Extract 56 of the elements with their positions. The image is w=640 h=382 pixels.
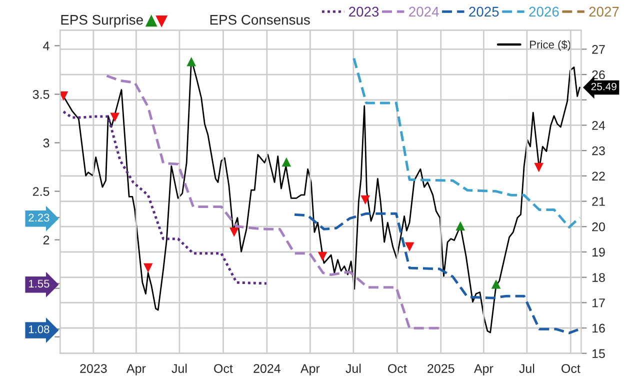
- point: [360, 195, 370, 205]
- y-tick-label: 2: [43, 236, 50, 244]
- line-series: [352, 57, 581, 228]
- point: [404, 242, 414, 252]
- point: [318, 252, 328, 262]
- point: [229, 228, 239, 237]
- x-tick-label: Oct: [562, 364, 580, 373]
- x-tick-label: 2025: [428, 364, 454, 373]
- x-tick-label: 2023: [80, 364, 107, 373]
- y2-tick-label: 27: [592, 44, 605, 54]
- y2-tick-label: 15: [592, 349, 605, 358]
- point: [60, 91, 68, 101]
- text: EPS Surprise: [61, 14, 143, 28]
- line-series: [293, 212, 581, 334]
- x-tick-label: Apr: [300, 364, 320, 376]
- legend-label: Price ($): [530, 40, 570, 51]
- y2-tick-label: 19: [592, 248, 605, 257]
- legend-label: 2026: [529, 6, 559, 17]
- legend-label: 2024: [409, 6, 439, 17]
- y-tick-label: 2.5: [32, 187, 50, 196]
- legend-title: EPS Consensus: [210, 14, 310, 25]
- y2-tick-label: 21: [592, 197, 605, 206]
- legend-label: 2027: [589, 6, 619, 17]
- point: [186, 56, 196, 66]
- x-tick-label: Jul: [172, 364, 187, 373]
- y-tick-label: 2.23: [28, 214, 50, 222]
- y-tick-label: 3: [43, 138, 50, 148]
- legend-label: 2023: [349, 6, 379, 17]
- x-tick-label: Apr: [474, 364, 494, 376]
- legend-label: 2025: [469, 6, 499, 17]
- y2-tick-label: 20: [592, 222, 605, 232]
- x-tick-label: 2024: [254, 364, 280, 373]
- y-tick-label: 3.5: [32, 90, 50, 99]
- point: [110, 112, 120, 122]
- y2-tick-label: 18: [592, 273, 605, 282]
- y2-tick-label: 22: [592, 172, 605, 180]
- y-tick-label: 1.08: [28, 325, 50, 334]
- y2-tick-label: 24: [592, 121, 606, 130]
- y2-tick-label: 17: [592, 298, 605, 308]
- x-tick-label: Jul: [519, 364, 534, 373]
- data-label: 25.49: [591, 82, 616, 90]
- y2-tick-label: 16: [592, 324, 605, 333]
- point: [456, 221, 466, 231]
- y2-tick-label: 23: [592, 146, 605, 156]
- x-tick-label: Apr: [126, 364, 146, 376]
- x-tick-label: Oct: [214, 364, 233, 373]
- line-series: [62, 110, 268, 285]
- point: [282, 157, 292, 167]
- x-tick-label: Jul: [346, 364, 361, 373]
- x-tick-label: Oct: [388, 364, 407, 373]
- point: [491, 279, 501, 289]
- line-series: [105, 74, 441, 330]
- point: [143, 263, 153, 273]
- y-tick-label: 4: [43, 42, 50, 50]
- point: [534, 162, 544, 172]
- y-tick-label: 1.55: [28, 280, 50, 288]
